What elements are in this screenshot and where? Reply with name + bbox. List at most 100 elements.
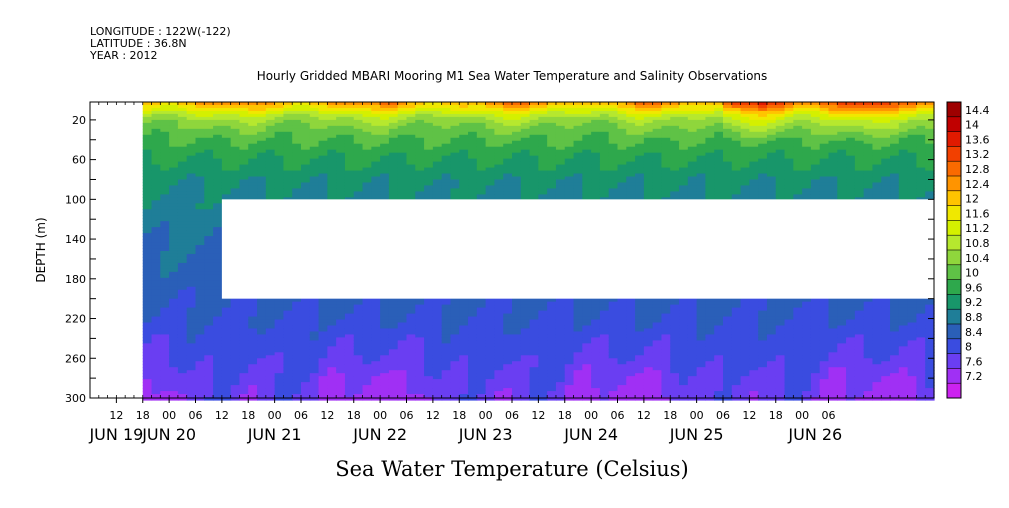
heatmap-cell	[371, 337, 381, 341]
heatmap-cell	[292, 349, 302, 353]
heatmap-cell	[292, 337, 302, 341]
heatmap-cell	[318, 143, 328, 148]
heatmap-cell	[380, 397, 390, 401]
heatmap-cell	[292, 361, 302, 365]
heatmap-cell	[327, 397, 337, 401]
heatmap-cell	[520, 140, 531, 145]
heatmap-cell	[441, 304, 452, 309]
heatmap-cell	[160, 376, 170, 380]
heatmap-cell	[406, 149, 416, 154]
heatmap-cell	[327, 146, 337, 151]
heatmap-cell	[353, 379, 364, 383]
heatmap-cell	[344, 110, 355, 115]
heatmap-cell	[142, 152, 153, 157]
heatmap-cell	[327, 107, 337, 112]
heatmap-cell	[388, 194, 399, 198]
heatmap-cell	[327, 179, 337, 184]
heatmap-cell	[248, 325, 258, 330]
heatmap-cell	[160, 173, 170, 178]
heatmap-cell	[221, 301, 232, 306]
heatmap-cell	[274, 149, 285, 154]
heatmap-cell	[318, 188, 328, 192]
heatmap-cell	[151, 367, 161, 371]
heatmap-cell	[336, 379, 346, 383]
heatmap-cell	[169, 334, 179, 339]
heatmap-cell	[424, 388, 434, 392]
heatmap-cell	[547, 394, 557, 398]
heatmap-cell	[230, 161, 241, 166]
heatmap-cell	[441, 179, 452, 184]
heatmap-cell	[388, 176, 399, 181]
heatmap-cell	[353, 116, 364, 121]
heatmap-cell	[230, 337, 241, 341]
heatmap-cell	[371, 185, 381, 190]
heatmap-cell	[380, 313, 390, 318]
heatmap-cell	[529, 113, 539, 118]
heatmap-cell	[529, 167, 539, 172]
heatmap-cell	[257, 161, 267, 166]
heatmap-cell	[362, 119, 372, 124]
heatmap-cell	[459, 337, 469, 341]
heatmap-cell	[169, 218, 179, 222]
heatmap-cell	[388, 358, 399, 362]
heatmap-cell	[274, 334, 285, 339]
heatmap-cell	[406, 146, 416, 151]
heatmap-cell	[151, 259, 161, 264]
heatmap-cell	[301, 158, 311, 163]
heatmap-cell	[151, 248, 161, 252]
heatmap-cell	[265, 197, 276, 201]
heatmap-cell	[362, 304, 372, 309]
heatmap-cell	[195, 304, 205, 309]
heatmap-cell	[292, 176, 302, 181]
heatmap-cell	[169, 364, 179, 368]
heatmap-cell	[213, 250, 223, 255]
heatmap-cell	[283, 337, 293, 341]
heatmap-cell	[459, 334, 469, 339]
heatmap-cell	[204, 155, 214, 160]
heatmap-cell	[468, 385, 478, 389]
heatmap-cell	[142, 206, 153, 210]
heatmap-cell	[353, 328, 364, 333]
heatmap-cell	[151, 185, 161, 190]
heatmap-cell	[450, 107, 460, 112]
heatmap-cell	[195, 158, 205, 163]
heatmap-cell	[353, 307, 364, 312]
heatmap-cell	[468, 346, 478, 350]
heatmap-cell	[353, 373, 364, 377]
heatmap-cell	[344, 128, 355, 133]
heatmap-cell	[257, 343, 267, 347]
heatmap-cell	[160, 143, 170, 148]
heatmap-cell	[485, 331, 496, 336]
heatmap-cell	[371, 140, 381, 145]
heatmap-cell	[292, 146, 302, 151]
heatmap-cell	[204, 346, 214, 350]
heatmap-cell	[204, 367, 214, 371]
heatmap-cell	[494, 185, 504, 190]
heatmap-cell	[204, 382, 214, 386]
heatmap-cell	[450, 352, 460, 356]
heatmap-cell	[468, 161, 478, 166]
heatmap-cell	[406, 107, 416, 112]
heatmap-cell	[555, 337, 566, 341]
heatmap-cell	[230, 182, 241, 187]
heatmap-cell	[177, 322, 188, 327]
heatmap-cell	[186, 176, 197, 181]
heatmap-cell	[274, 337, 285, 341]
heatmap-cell	[213, 185, 223, 190]
heatmap-cell	[195, 310, 205, 315]
heatmap-cell	[160, 256, 170, 261]
heatmap-cell	[424, 382, 434, 386]
heatmap-cell	[283, 373, 293, 377]
heatmap-cell	[494, 325, 504, 330]
heatmap-cell	[230, 334, 241, 339]
heatmap-cell	[142, 376, 153, 380]
heatmap-cell	[318, 170, 328, 175]
heatmap-cell	[353, 179, 364, 184]
heatmap-cell	[468, 343, 478, 347]
heatmap-cell	[309, 328, 320, 333]
heatmap-cell	[309, 119, 320, 124]
heatmap-cell	[186, 155, 197, 160]
heatmap-cell	[239, 113, 249, 118]
heatmap-cell	[424, 125, 434, 130]
heatmap-cell	[283, 188, 293, 192]
